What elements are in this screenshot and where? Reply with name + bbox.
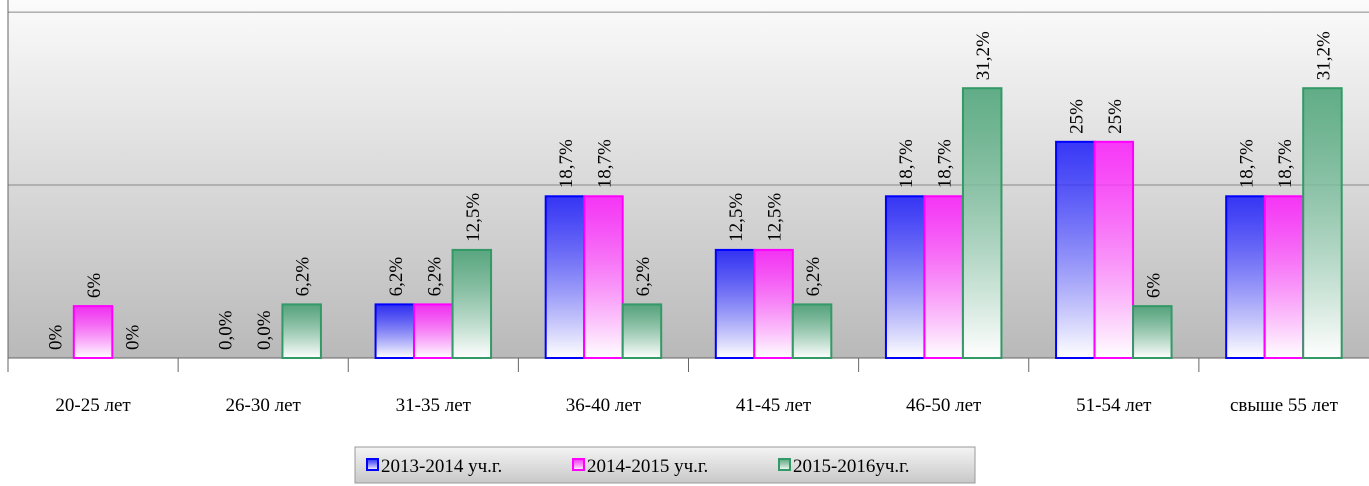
data-label: 18,7% [896,139,917,188]
x-tick-label: свыше 55 лет [1230,395,1339,416]
bar [961,87,1003,359]
data-label: 0% [123,325,144,351]
data-label: 12,5% [463,193,484,242]
data-label: 6% [84,273,105,299]
x-tick-label: 46-50 лет [906,395,982,416]
legend-swatch [572,458,585,471]
data-label: 0,0% [216,310,237,350]
legend-label: 2014-2015 уч.г. [587,456,708,477]
legend-box [354,446,976,484]
data-label: 6,2% [293,257,314,297]
bar [72,305,114,359]
bar [1302,87,1343,359]
bar [451,248,493,360]
data-label: 0,0% [254,310,275,350]
bar [621,303,663,359]
data-label: 6,2% [386,257,407,297]
x-tick-label: 41-45 лет [736,395,812,416]
bar [374,303,416,359]
bar [923,195,964,359]
x-tick-label: 36-40 лет [566,395,642,416]
bar [1093,140,1135,359]
bar [1132,305,1173,359]
bar [1225,195,1266,359]
data-label: 31,2% [1313,31,1334,80]
x-tick-label: 26-30 лет [226,395,302,416]
bar [1055,140,1096,359]
legend-swatch [778,458,791,471]
data-label: 18,7% [1236,139,1257,188]
data-label: 12,5% [765,193,786,242]
bar [791,303,833,359]
bar [753,248,794,360]
data-label: 25% [1066,99,1087,134]
data-label: 6,2% [424,257,445,297]
legend-swatch [366,458,379,471]
data-label: 18,7% [935,139,956,188]
data-label: 0% [46,325,67,351]
data-label: 18,7% [556,139,577,188]
bar [1263,195,1305,359]
bar [413,303,454,359]
x-tick-label: 51-54 лет [1076,395,1152,416]
data-label: 31,2% [973,31,994,80]
legend-label: 2015-2016уч.г. [793,456,910,477]
x-tick-label: 31-35 лет [396,395,472,416]
data-label: 6,2% [633,257,654,297]
data-label: 6% [1143,273,1164,299]
data-label: 18,7% [594,139,615,188]
bar [714,248,756,360]
bar [281,303,322,359]
bar [583,195,624,359]
legend-label: 2013-2014 уч.г. [381,456,502,477]
x-tick-label: 20-25 лет [55,395,131,416]
bar [544,195,586,359]
bar [884,195,926,359]
data-label: 12,5% [726,193,747,242]
data-label: 25% [1105,99,1126,134]
data-label: 18,7% [1275,139,1296,188]
data-label: 6,2% [803,257,824,297]
plot-area [8,0,1369,358]
